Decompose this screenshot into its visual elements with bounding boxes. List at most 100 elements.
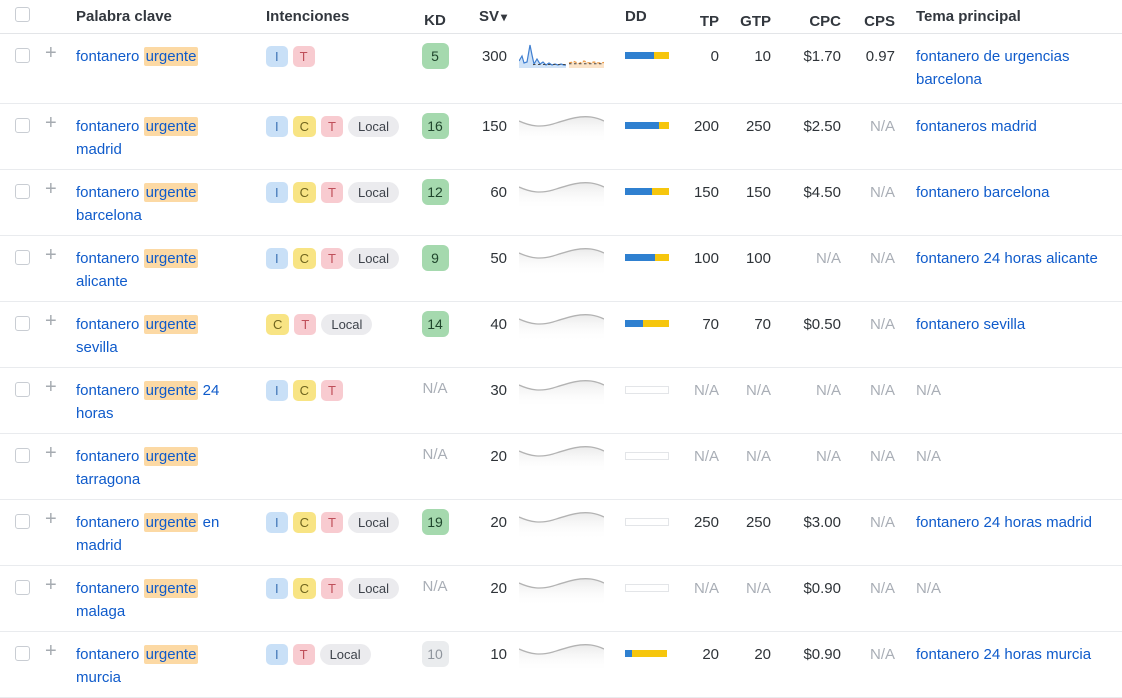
keyword-link[interactable]: fontanero urgente murcia [76,644,199,686]
keyword-link[interactable]: fontanero urgente madrid [76,116,199,158]
intent-badges: I C T Local [252,103,407,170]
intent-badge-c: C [292,577,317,599]
add-keyword-plus-button[interactable]: + [45,177,57,200]
keyword-link[interactable]: fontanero urgente alicante [76,248,199,290]
row-checkbox[interactable] [15,315,30,331]
row-checkbox[interactable] [15,47,30,63]
kd-badge: 9 [421,244,449,271]
row-checkbox[interactable] [15,249,30,265]
col-header-cpc[interactable]: CPC [771,0,841,34]
col-header-topic[interactable]: Tema principal [895,0,1122,34]
col-header-sv[interactable]: SV ▾ [463,0,509,34]
sv-sparkline [519,643,604,672]
topic-link[interactable]: fontanero sevilla [916,315,1026,333]
table-row: + fontanero urgente murcia I T Local 10 10… [0,631,1122,698]
sv-sparkline [519,511,604,540]
add-keyword-plus-button[interactable]: + [45,507,57,530]
cpc-value: N/A [771,433,841,500]
row-checkbox[interactable] [15,579,30,595]
keyword-link[interactable]: fontanero urgente [76,46,199,66]
intent-badge-t: T [321,115,343,137]
topic-na: N/A [916,381,942,399]
intent-badges: I C T Local [252,565,407,632]
col-header-dd[interactable]: DD [609,0,671,34]
topic-link[interactable]: fontanero 24 horas alicante [916,249,1098,267]
sv-value: 30 [463,367,509,434]
col-header-kd[interactable]: KD [407,0,463,34]
intent-badge-i: I [266,45,288,67]
intent-badge-c: C [292,115,317,137]
topic-link[interactable]: fontanero barcelona [916,183,1050,201]
intent-badges [252,433,407,500]
table-row: + fontanero urgente sevilla C T Local 14 4… [0,301,1122,368]
keyword-link[interactable]: fontanero urgente sevilla [76,314,199,356]
sv-value: 20 [463,433,509,500]
sparkline-cell [509,103,609,170]
keyword-link[interactable]: fontanero urgente barcelona [76,182,199,224]
intent-badges: I C T Local [252,169,407,236]
keyword-text-highlight: urgente [143,314,199,334]
cps-value: 0.97 [841,33,895,104]
row-checkbox[interactable] [15,645,30,661]
intent-badge-i: I [266,577,288,599]
cpc-value: $4.50 [771,169,841,236]
cps-value: N/A [841,103,895,170]
cpc-value: $0.50 [771,301,841,368]
sv-value: 40 [463,301,509,368]
sort-desc-icon: ▾ [500,9,507,24]
kd-badge: 16 [421,112,449,139]
intent-badge-i: I [266,643,288,665]
add-keyword-plus-button[interactable]: + [45,375,57,398]
tp-value: 70 [671,301,719,368]
keyword-link[interactable]: fontanero urgente tarragona [76,446,199,488]
kd-cell: 12 [407,169,463,236]
add-keyword-plus-button[interactable]: + [45,573,57,596]
col-header-tp[interactable]: TP [671,0,719,34]
topic-link[interactable]: fontanero 24 horas murcia [916,645,1092,663]
intent-badge-i: I [266,181,288,203]
keyword-text-post: murcia [76,668,122,686]
topic-na: N/A [916,447,942,465]
select-all-checkbox[interactable] [15,6,30,22]
topic-link[interactable]: fontanero 24 horas madrid [916,513,1092,531]
col-header-cps[interactable]: CPS [841,0,895,34]
dd-cell [609,33,671,104]
col-header-intents[interactable]: Intenciones [252,0,407,34]
kd-cell: 9 [407,235,463,302]
add-keyword-plus-button[interactable]: + [45,111,57,134]
tp-value: N/A [671,433,719,500]
row-checkbox[interactable] [15,183,30,199]
row-checkbox[interactable] [15,447,30,463]
topic-link[interactable]: fontaneros madrid [916,117,1037,135]
add-keyword-plus-button[interactable]: + [45,639,57,662]
add-keyword-plus-button[interactable]: + [45,41,57,64]
add-keyword-plus-button[interactable]: + [45,441,57,464]
topic-link[interactable]: fontanero de urgencias barcelona [916,47,1070,88]
keyword-text-post: madrid [76,140,122,158]
dd-bar-yellow-segment [654,253,669,261]
sparkline-cell [509,565,609,632]
keyword-link[interactable]: fontanero urgente malaga [76,578,199,620]
row-checkbox[interactable] [15,117,30,133]
col-header-gtp[interactable]: GTP [719,0,771,34]
sparkline-cell [509,235,609,302]
row-checkbox[interactable] [15,513,30,529]
tp-value: N/A [671,367,719,434]
keyword-link[interactable]: fontanero urgente 24 horas [76,380,219,422]
intent-badge-local: Local [321,313,373,335]
intent-badge-i: I [266,247,288,269]
col-header-keyword[interactable]: Palabra clave [62,0,252,34]
add-keyword-plus-button[interactable]: + [45,309,57,332]
keyword-link[interactable]: fontanero urgente en madrid [76,512,219,554]
sv-value: 10 [463,631,509,698]
intent-badge-c: C [292,379,317,401]
row-checkbox[interactable] [15,381,30,397]
add-keyword-plus-button[interactable]: + [45,243,57,266]
intent-badge-c: C [292,511,317,533]
tp-value: 250 [671,499,719,566]
sv-sparkline [519,379,604,408]
intent-badge-local: Local [347,115,400,137]
cpc-value: $1.70 [771,33,841,104]
gtp-value: 150 [719,169,771,236]
intent-badge-i: I [266,379,288,401]
